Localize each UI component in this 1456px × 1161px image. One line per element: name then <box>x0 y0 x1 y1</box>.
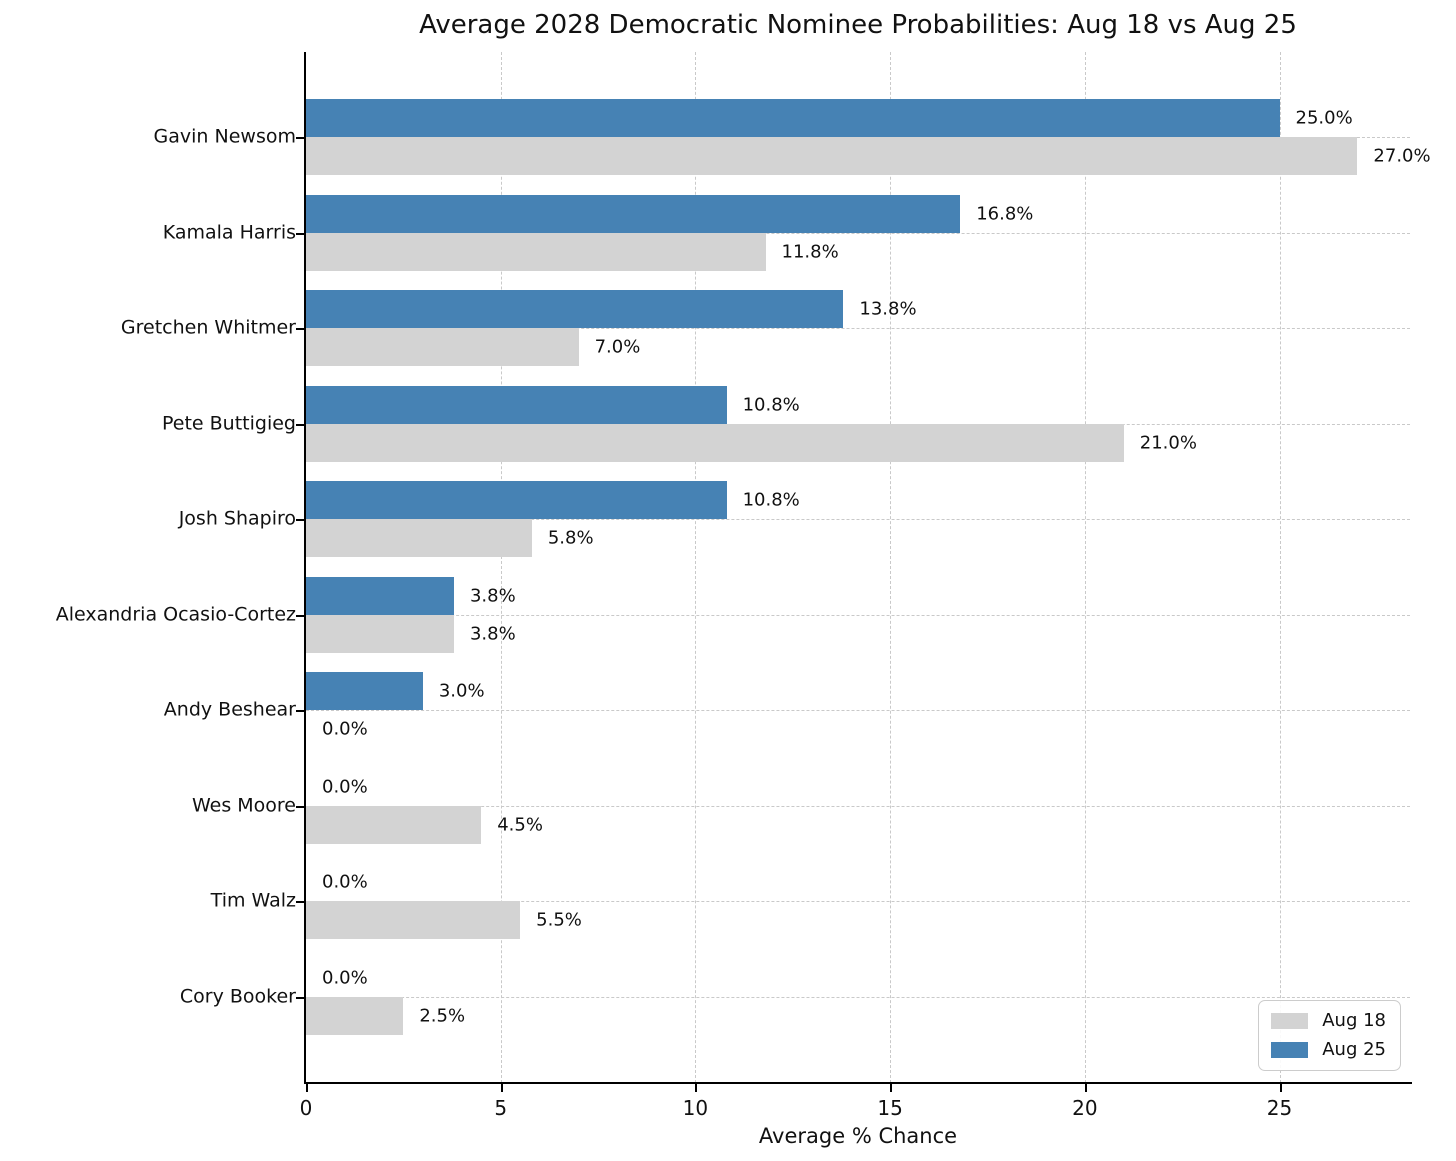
y-tick-kamala-harris <box>296 232 304 235</box>
y-tick-tim-walz <box>296 901 304 904</box>
legend-swatch-aug-25 <box>1271 1041 1309 1058</box>
x-tick-label-15: 15 <box>877 1096 903 1120</box>
bar-aug-25-alexandria-ocasio-cortez <box>306 576 454 615</box>
y-tick-pete-buttigieg <box>296 423 304 426</box>
category-label-cory-booker: Cory Booker <box>179 985 296 1008</box>
gridline-y-tim-walz <box>306 901 1410 903</box>
bar-value-aug-25-kamala-harris: 16.8% <box>976 203 1034 225</box>
bar-value-aug-25-wes-moore: 0.0% <box>322 776 368 798</box>
category-label-kamala-harris: Kamala Harris <box>162 221 296 244</box>
gridline-x-15 <box>890 52 892 1083</box>
bar-aug-25-gretchen-whitmer <box>306 290 844 329</box>
legend-item-aug-25: Aug 25 <box>1271 1039 1386 1060</box>
gridline-y-cory-booker <box>306 997 1410 999</box>
bar-value-aug-25-cory-booker: 0.0% <box>322 967 368 989</box>
gridline-y-gretchen-whitmer <box>306 328 1410 330</box>
bar-aug-25-kamala-harris <box>306 194 961 233</box>
x-tick-25 <box>1279 1084 1282 1092</box>
category-label-josh-shapiro: Josh Shapiro <box>178 507 296 530</box>
y-axis-spine <box>304 52 306 1084</box>
x-tick-label-10: 10 <box>682 1096 709 1120</box>
x-tick-15 <box>890 1084 893 1092</box>
bar-aug-18-wes-moore <box>306 805 482 844</box>
bar-value-aug-25-alexandria-ocasio-cortez: 3.8% <box>469 585 516 607</box>
x-tick-5 <box>500 1084 503 1092</box>
gridline-x-25 <box>1279 52 1281 1083</box>
bar-aug-18-pete-buttigieg <box>306 423 1124 462</box>
bar-value-aug-25-gretchen-whitmer: 13.8% <box>859 298 917 320</box>
bar-aug-18-kamala-harris <box>306 232 766 271</box>
y-tick-andy-beshear <box>296 710 304 713</box>
plot-area: Aug 18 Aug 25 25.0% 27.0% 16.8% 11.8% 13.8% 7… <box>306 52 1431 1083</box>
gridline-y-wes-moore <box>306 805 1410 807</box>
category-label-andy-beshear: Andy Beshear <box>163 698 296 721</box>
bar-value-aug-25-pete-buttigieg: 10.8% <box>742 394 800 416</box>
x-axis-label: Average % Chance <box>758 1124 958 1148</box>
x-tick-label-20: 20 <box>1072 1096 1098 1120</box>
x-tick-label-25: 25 <box>1266 1096 1293 1120</box>
bar-value-aug-25-josh-shapiro: 10.8% <box>742 489 800 511</box>
gridline-x-5 <box>500 52 502 1083</box>
bar-value-aug-25-gavin-newsom: 25.0% <box>1295 107 1353 129</box>
bar-value-aug-18-wes-moore: 4.5% <box>497 814 543 836</box>
bar-aug-25-andy-beshear <box>306 672 423 711</box>
bar-value-aug-18-andy-beshear: 0.0% <box>322 718 368 740</box>
y-tick-josh-shapiro <box>296 519 304 522</box>
bar-aug-25-pete-buttigieg <box>306 385 727 424</box>
x-tick-label-5: 5 <box>494 1096 508 1120</box>
gridline-y-josh-shapiro <box>306 519 1410 521</box>
category-label-alexandria-ocasio-cortez: Alexandria Ocasio-Cortez <box>55 603 296 626</box>
x-axis-spine <box>304 1082 1412 1084</box>
bar-value-aug-18-pete-buttigieg: 21.0% <box>1139 432 1197 454</box>
y-tick-cory-booker <box>296 997 304 1000</box>
x-tick-0 <box>306 1084 308 1092</box>
category-label-gretchen-whitmer: Gretchen Whitmer <box>120 316 296 339</box>
y-tick-alexandria-ocasio-cortez <box>296 614 304 617</box>
bar-value-aug-18-cory-booker: 2.5% <box>419 1005 466 1027</box>
bar-value-aug-18-alexandria-ocasio-cortez: 3.8% <box>469 623 516 645</box>
x-tick-10 <box>695 1084 698 1092</box>
legend-label-aug-25: Aug 25 <box>1322 1039 1386 1060</box>
category-label-pete-buttigieg: Pete Buttigieg <box>162 412 296 435</box>
y-tick-gavin-newsom <box>296 137 304 139</box>
bar-value-aug-18-kamala-harris: 11.8% <box>781 241 839 263</box>
legend-swatch-aug-18 <box>1271 1012 1309 1029</box>
category-label-gavin-newsom: Gavin Newsom <box>153 125 296 148</box>
y-tick-gretchen-whitmer <box>296 328 304 331</box>
bar-value-aug-18-josh-shapiro: 5.8% <box>547 527 594 549</box>
gridline-y-kamala-harris <box>306 232 1410 234</box>
bar-value-aug-18-gavin-newsom: 27.0% <box>1373 145 1431 167</box>
legend-item-aug-18: Aug 18 <box>1271 1010 1386 1031</box>
gridline-y-alexandria-ocasio-cortez <box>306 614 1410 616</box>
bar-value-aug-25-tim-walz: 0.0% <box>322 871 368 893</box>
bar-value-aug-25-andy-beshear: 3.0% <box>438 680 485 702</box>
category-label-tim-walz: Tim Walz <box>210 890 296 913</box>
bar-value-aug-18-gretchen-whitmer: 7.0% <box>594 336 641 358</box>
bar-aug-18-gavin-newsom <box>306 137 1358 175</box>
x-tick-20 <box>1084 1084 1087 1092</box>
bar-aug-25-josh-shapiro <box>306 481 727 520</box>
gridline-y-andy-beshear <box>306 710 1410 712</box>
bar-aug-18-alexandria-ocasio-cortez <box>306 614 454 653</box>
legend-label-aug-18: Aug 18 <box>1322 1010 1386 1031</box>
bar-aug-18-josh-shapiro <box>306 519 532 558</box>
legend: Aug 18 Aug 25 <box>1258 1000 1401 1071</box>
bar-aug-18-cory-booker <box>306 997 404 1036</box>
chart-title: Average 2028 Democratic Nominee Probabil… <box>419 10 1297 40</box>
y-tick-wes-moore <box>296 805 304 808</box>
bar-aug-18-tim-walz <box>306 901 521 940</box>
category-label-wes-moore: Wes Moore <box>191 794 296 817</box>
bar-value-aug-18-tim-walz: 5.5% <box>536 909 582 931</box>
bar-aug-25-gavin-newsom <box>306 99 1280 137</box>
gridline-x-10 <box>695 52 697 1083</box>
bar-aug-18-gretchen-whitmer <box>306 328 579 367</box>
x-tick-label-0: 0 <box>299 1096 313 1120</box>
gridline-x-20 <box>1084 52 1086 1083</box>
